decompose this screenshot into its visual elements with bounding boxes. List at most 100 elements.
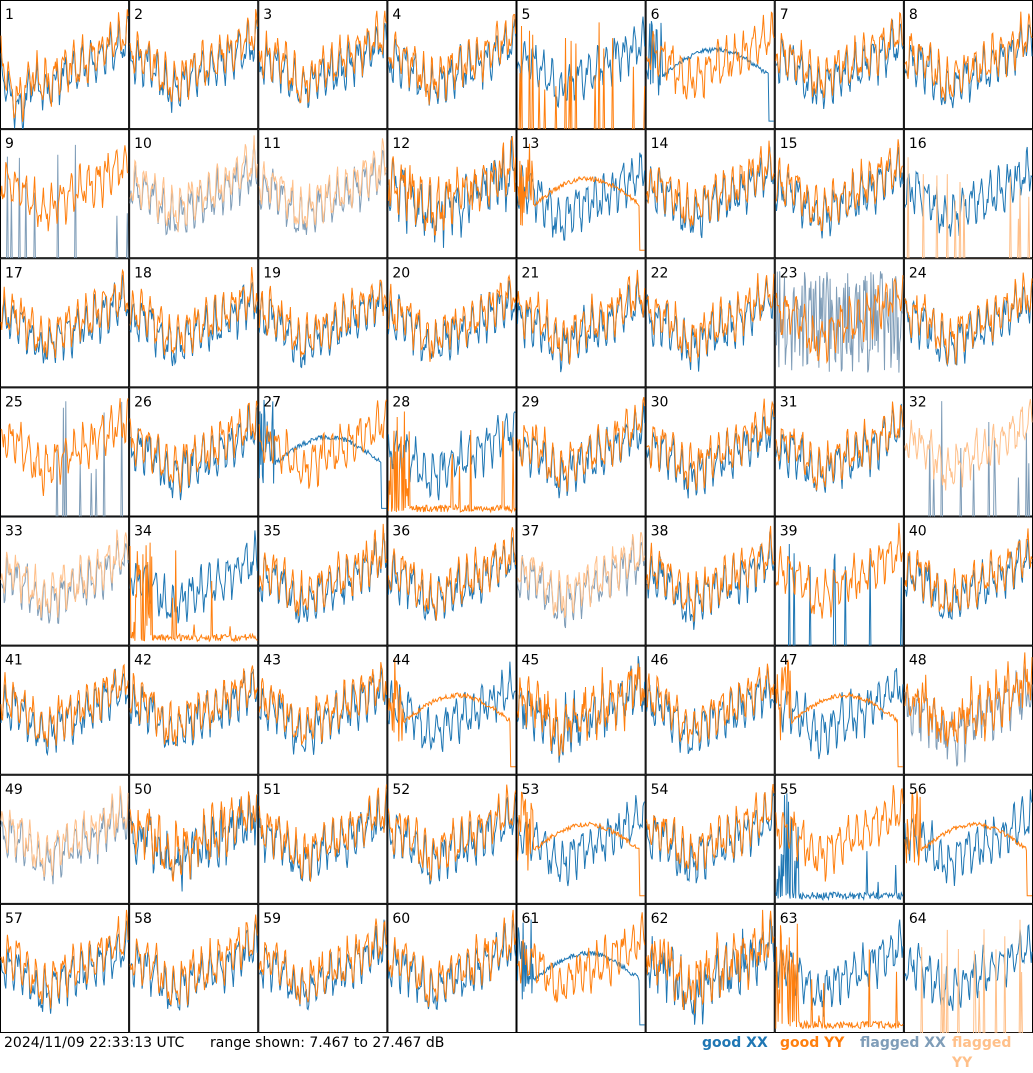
antenna-number: 39 [780, 524, 798, 540]
antenna-panel-59: 59 [258, 903, 388, 1033]
panel-frame [645, 129, 775, 259]
antenna-number: 42 [134, 653, 152, 669]
legend-good-yy: good YY [780, 1035, 845, 1051]
antenna-panel-12: 12 [387, 129, 517, 259]
antenna-number: 53 [522, 782, 540, 798]
antenna-panel-17: 17 [0, 258, 130, 388]
antenna-number: 14 [651, 136, 669, 152]
series-yy-line [775, 401, 904, 491]
antenna-panel-49: 49 [0, 774, 130, 904]
series-xx-line [129, 145, 258, 236]
panel-frame [258, 0, 388, 130]
antenna-number: 33 [5, 524, 23, 540]
antenna-number: 5 [522, 7, 531, 23]
antenna-number: 57 [5, 911, 23, 927]
antenna-number: 51 [263, 782, 281, 798]
series-xx-line [258, 23, 387, 109]
antenna-number: 36 [392, 524, 410, 540]
antenna-panel-36: 36 [387, 516, 517, 646]
series-xx-line [517, 273, 646, 373]
antenna-number: 32 [909, 394, 927, 410]
series-yy-line [0, 663, 129, 747]
series-yy-line [258, 918, 387, 1005]
antenna-number: 12 [392, 136, 410, 152]
antenna-panel-34: 34 [129, 516, 259, 646]
series-yy-line [646, 140, 775, 227]
series-xx-line [904, 923, 1033, 1011]
antenna-panel-4: 4 [387, 0, 517, 130]
antenna-panel-15: 15 [774, 129, 904, 259]
antenna-number: 16 [909, 136, 927, 152]
series-yy-line [775, 11, 904, 98]
series-yy-line [0, 398, 129, 497]
antenna-number: 63 [780, 911, 798, 927]
series-yy-line [129, 400, 258, 493]
antenna-panel-3: 3 [258, 0, 388, 130]
series-yy-line [387, 411, 516, 514]
antenna-panel-48: 48 [903, 645, 1033, 775]
antenna-number: 56 [909, 782, 927, 798]
panel-frame [129, 645, 259, 775]
series-yy-line [129, 791, 258, 882]
antenna-panel-53: 53 [516, 774, 646, 904]
series-yy-line [904, 398, 1033, 491]
panel-frame [387, 645, 517, 775]
antenna-number: 24 [909, 265, 927, 281]
antenna-panel-50: 50 [129, 774, 259, 904]
series-yy-line [387, 784, 516, 881]
antenna-number: 43 [263, 653, 281, 669]
series-yy-line [258, 784, 387, 882]
series-yy-line [258, 662, 387, 745]
series-xx-line [646, 409, 775, 499]
antenna-number: 20 [392, 265, 410, 281]
series-yy-line [387, 274, 516, 362]
panel-frame [645, 387, 775, 517]
antenna-panel-57: 57 [0, 903, 130, 1033]
antenna-number: 35 [263, 524, 281, 540]
footer-bar: 2024/11/09 22:33:13 UTC range shown: 7.4… [0, 1033, 1033, 1071]
antenna-number: 2 [134, 7, 143, 23]
antenna-number: 3 [263, 7, 272, 23]
series-xx-line [517, 152, 646, 241]
series-xx-line [904, 146, 1033, 237]
antenna-number: 1 [5, 7, 14, 23]
antenna-number: 62 [651, 911, 669, 927]
antenna-panel-52: 52 [387, 774, 517, 904]
antenna-number: 21 [522, 265, 540, 281]
antenna-panel-54: 54 [645, 774, 775, 904]
series-yy-line [646, 11, 775, 100]
series-xx-line [0, 540, 129, 625]
series-yy-line [775, 275, 904, 364]
antenna-panel-43: 43 [258, 645, 388, 775]
antenna-panel-11: 11 [258, 129, 388, 259]
antenna-panel-13: 13 [516, 129, 646, 259]
panel-frame [903, 516, 1033, 646]
antenna-panel-8: 8 [903, 0, 1033, 130]
antenna-panel-55: 55 [774, 774, 904, 904]
series-yy-line [646, 525, 775, 622]
series-yy-line [258, 399, 387, 489]
antenna-panel-56: 56 [903, 774, 1033, 904]
antenna-number: 18 [134, 265, 152, 281]
antenna-number: 29 [522, 394, 540, 410]
antenna-panel-58: 58 [129, 903, 259, 1033]
antenna-number: 31 [780, 394, 798, 410]
antenna-panel-38: 38 [645, 516, 775, 646]
antenna-number: 15 [780, 136, 798, 152]
series-yy-line [904, 11, 1033, 102]
antenna-number: 64 [909, 911, 927, 927]
antenna-number: 30 [651, 394, 669, 410]
antenna-panel-32: 32 [903, 387, 1033, 518]
panel-frame [129, 0, 259, 130]
series-yy-line [775, 522, 904, 619]
series-yy-line [387, 909, 516, 1007]
antenna-number: 25 [5, 394, 23, 410]
series-yy-line [387, 527, 516, 621]
antenna-panel-64: 64 [903, 903, 1033, 1033]
antenna-number: 40 [909, 524, 927, 540]
panel-frame [774, 129, 904, 259]
antenna-panel-44: 44 [387, 645, 517, 775]
antenna-number: 37 [522, 524, 540, 540]
series-yy-line [775, 785, 904, 882]
